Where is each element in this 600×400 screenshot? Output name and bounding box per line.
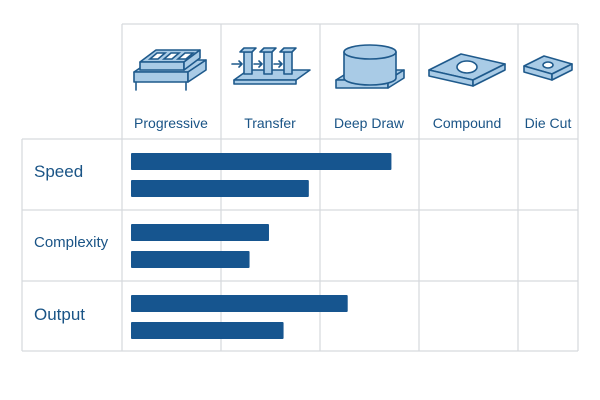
row-label-speed: Speed: [34, 162, 83, 181]
category-label-compound: Compound: [433, 115, 502, 131]
transfer-die-icon: [231, 47, 311, 85]
category-label-deep-draw: Deep Draw: [334, 115, 405, 131]
category-labels: Progressive Transfer Deep Draw Compound …: [134, 115, 571, 131]
category-label-transfer: Transfer: [244, 115, 296, 131]
bar-speed-1: [131, 153, 392, 170]
bar-output-1: [131, 295, 348, 312]
row-label-complexity: Complexity: [34, 234, 109, 251]
die-cut-icon: [523, 55, 573, 81]
category-label-die-cut: Die Cut: [525, 115, 572, 131]
bars: [131, 153, 392, 339]
category-label-progressive: Progressive: [134, 115, 208, 131]
bar-output-2: [131, 322, 284, 339]
compound-die-icon: [428, 53, 506, 87]
bar-complexity-2: [131, 251, 250, 268]
deep-draw-icon: [335, 44, 405, 89]
row-label-output: Output: [34, 305, 85, 324]
row-labels: Speed Complexity Output: [34, 162, 109, 324]
grid: [21, 23, 579, 352]
bar-speed-2: [131, 180, 309, 197]
bar-complexity-1: [131, 224, 269, 241]
progressive-die-icon: [133, 49, 207, 91]
